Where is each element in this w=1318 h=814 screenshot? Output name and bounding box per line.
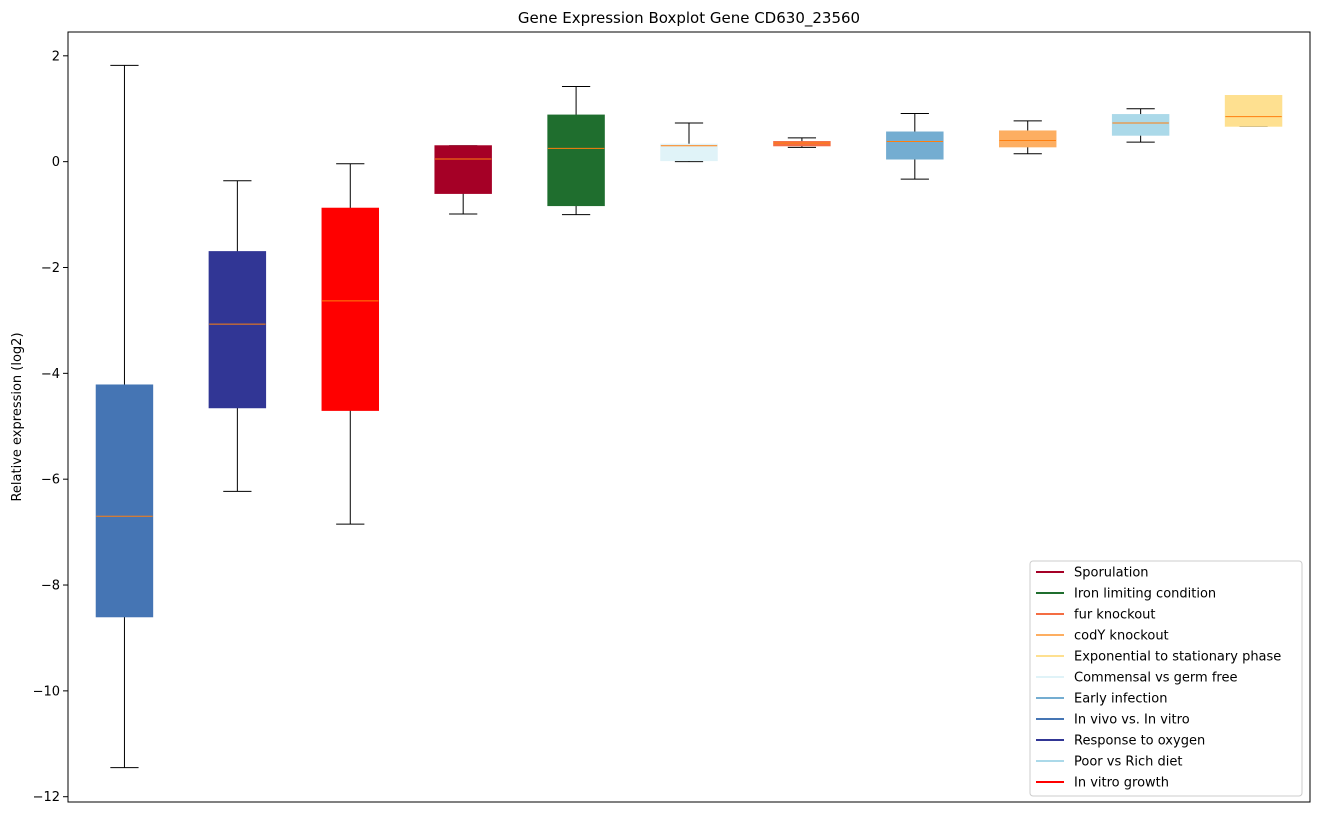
box-iqr (321, 207, 379, 411)
legend-label: codY knockout (1074, 629, 1169, 644)
legend-label: Early infection (1074, 692, 1167, 707)
box-iqr (1111, 114, 1170, 136)
box-iqr (999, 130, 1057, 148)
legend-frame (1029, 560, 1303, 797)
legend-label: Exponential to stationary phase (1074, 650, 1281, 665)
y-tick-label: −4 (41, 367, 60, 382)
box-group (321, 163, 379, 525)
y-axis-ticks: 2 0 −2 −4 −6 −8 −10 −12 (33, 49, 68, 805)
box-iqr (208, 251, 267, 409)
box-group (434, 145, 492, 215)
y-tick-label: −12 (33, 790, 60, 805)
box-group (773, 137, 831, 148)
plot-area-frame (67, 31, 1311, 803)
y-tick-label: −2 (41, 261, 60, 276)
box-iqr (660, 143, 718, 162)
box-iqr (434, 145, 492, 194)
y-axis-label: Relative expression (log2) (10, 332, 25, 501)
y-tick-label: 0 (52, 155, 60, 170)
box-iqr (1224, 95, 1283, 127)
y-tick-label: −8 (41, 579, 60, 594)
legend-label: Iron limiting condition (1074, 587, 1216, 602)
box-group (886, 112, 944, 180)
legend-label: Response to oxygen (1074, 734, 1205, 749)
legend-label: Commensal vs germ free (1074, 671, 1237, 686)
legend-label: Sporulation (1074, 566, 1149, 581)
y-tick-label: −6 (41, 473, 60, 488)
legend-label: fur knockout (1074, 608, 1156, 623)
boxes-layer (95, 64, 1283, 769)
legend-label: In vitro growth (1074, 776, 1169, 791)
legend-label: In vivo vs. In vitro (1074, 713, 1190, 728)
chart-title: Gene Expression Boxplot Gene CD630_23560 (518, 9, 860, 28)
legend: Sporulation Iron limiting condition fur kn… (1029, 560, 1303, 797)
box-group (547, 86, 605, 216)
box-iqr (95, 384, 154, 618)
y-tick-label: −10 (33, 684, 60, 699)
box-group (1111, 108, 1170, 143)
box-group (999, 120, 1057, 155)
box-iqr (886, 131, 944, 160)
box-group (208, 180, 267, 492)
y-tick-label: 2 (52, 49, 60, 64)
box-group (660, 122, 718, 163)
box-iqr (547, 114, 605, 207)
legend-label: Poor vs Rich diet (1074, 755, 1182, 770)
box-group (95, 64, 154, 769)
box-iqr (773, 141, 831, 147)
box-group (1224, 95, 1283, 127)
